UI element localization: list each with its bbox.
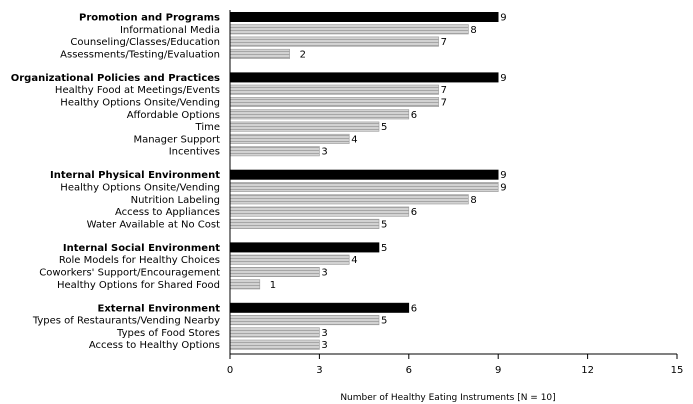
item-role-models-for-healthy-choices-value-label: 4 [351, 255, 357, 266]
group-header-organizational-policies-and-practices-value-label: 9 [500, 73, 506, 84]
group-header-internal-physical-environment-label: Internal Physical Environment [50, 170, 220, 181]
item-access-to-healthy-options-value-label: 3 [321, 340, 327, 351]
item-types-of-food-stores-bar [229, 327, 320, 338]
item-manager-support-value-label: 4 [351, 134, 357, 145]
x-tick-label-9: 9 [495, 365, 501, 376]
item-informational-media-value-label: 8 [470, 25, 476, 36]
item-water-available-at-no-cost-value-label: 5 [381, 219, 387, 230]
item-assessments-testing-evaluation-bar [229, 48, 290, 59]
item-healthy-options-onsite-vending-label: Healthy Options Onsite/Vending [60, 98, 220, 109]
item-time-value-label: 5 [381, 122, 387, 133]
item-informational-media-bar [229, 24, 469, 35]
item-healthy-food-at-meetings-events-value-label: 7 [441, 85, 447, 96]
item-types-of-restaurants-vending-nearby-label: Types of Restaurants/Vending Nearby [32, 316, 220, 327]
x-tick-label-3: 3 [316, 365, 322, 376]
group-header-external-environment-label: External Environment [98, 303, 221, 314]
item-types-of-food-stores-label: Types of Food Stores [116, 328, 220, 339]
item-healthy-options-onsite-vending-label: Healthy Options Onsite/Vending [60, 183, 220, 194]
item-manager-support-bar [229, 133, 350, 144]
group-header-organizational-policies-and-practices-bar [229, 72, 499, 83]
group-header-organizational-policies-and-practices-label: Organizational Policies and Practices [11, 73, 220, 84]
item-affordable-options-label: Affordable Options [127, 110, 220, 121]
item-incentives-value-label: 3 [321, 147, 327, 158]
item-healthy-food-at-meetings-events-bar [229, 84, 439, 95]
group-header-internal-physical-environment-bar [229, 169, 499, 180]
item-access-to-appliances-label: Access to Appliances [115, 207, 220, 218]
item-water-available-at-no-cost-label: Water Available at No Cost [87, 219, 220, 230]
item-healthy-food-at-meetings-events-label: Healthy Food at Meetings/Events [55, 85, 220, 96]
group-header-external-environment-value-label: 6 [411, 303, 417, 314]
item-types-of-food-stores-value-label: 3 [321, 328, 327, 339]
item-healthy-options-onsite-vending-value-label: 7 [441, 98, 447, 109]
group-header-internal-social-environment-label: Internal Social Environment [63, 243, 220, 254]
item-healthy-options-onsite-vending-bar [229, 97, 439, 108]
item-role-models-for-healthy-choices-label: Role Models for Healthy Choices [59, 255, 220, 266]
x-axis-title: Number of Healthy Eating Instruments [N … [340, 393, 555, 403]
item-coworkers-support-encouragement-value-label: 3 [321, 268, 327, 279]
item-water-available-at-no-cost-bar [229, 218, 380, 229]
item-healthy-options-for-shared-food-bar [229, 279, 261, 290]
item-access-to-appliances-bar [229, 206, 410, 217]
item-incentives-bar [229, 146, 320, 157]
item-counseling-classes-education-bar [229, 36, 439, 47]
item-types-of-restaurants-vending-nearby-value-label: 5 [381, 316, 387, 327]
group-header-external-environment-bar [229, 302, 410, 313]
item-assessments-testing-evaluation-label: Assessments/Testing/Evaluation [60, 49, 220, 60]
item-nutrition-labeling-bar [229, 194, 469, 205]
x-tick-label-15: 15 [671, 365, 684, 376]
item-counseling-classes-education-label: Counseling/Classes/Education [70, 37, 220, 48]
item-healthy-options-onsite-vending-bar [229, 182, 499, 193]
item-assessments-testing-evaluation-value-label: 2 [300, 49, 306, 60]
group-header-internal-social-environment-value-label: 5 [381, 243, 387, 254]
item-time-bar [229, 121, 380, 132]
item-types-of-restaurants-vending-nearby-bar [229, 315, 380, 326]
x-tick-label-6: 6 [406, 365, 412, 376]
x-axis: 0 3 6 9 12 15 [227, 10, 684, 376]
item-coworkers-support-encouragement-bar [229, 266, 320, 277]
item-access-to-appliances-value-label: 6 [411, 207, 417, 218]
item-affordable-options-bar [229, 109, 410, 120]
item-healthy-options-onsite-vending-value-label: 9 [500, 183, 506, 194]
item-healthy-options-for-shared-food-value-label: 1 [270, 280, 276, 291]
x-tick-label-0: 0 [227, 365, 233, 376]
item-nutrition-labeling-label: Nutrition Labeling [131, 195, 220, 206]
item-counseling-classes-education-value-label: 7 [441, 37, 447, 48]
group-header-promotion-and-programs-bar [229, 12, 499, 22]
item-time-label: Time [195, 122, 220, 133]
group-header-internal-physical-environment-value-label: 9 [500, 170, 506, 181]
item-access-to-healthy-options-bar [229, 339, 320, 350]
item-coworkers-support-encouragement-label: Coworkers' Support/Encouragement [39, 268, 220, 279]
item-role-models-for-healthy-choices-bar [229, 254, 350, 265]
item-incentives-label: Incentives [169, 147, 220, 158]
group-header-promotion-and-programs-value-label: 9 [500, 13, 506, 24]
item-healthy-options-for-shared-food-label: Healthy Options for Shared Food [57, 280, 220, 291]
item-nutrition-labeling-value-label: 8 [470, 195, 476, 206]
item-manager-support-label: Manager Support [133, 134, 220, 145]
bars-layer: Promotion and Programs 9 Informational Med… [11, 12, 507, 351]
item-access-to-healthy-options-label: Access to Healthy Options [89, 340, 220, 351]
item-affordable-options-value-label: 6 [411, 110, 417, 121]
group-header-promotion-and-programs-label: Promotion and Programs [79, 13, 220, 24]
x-tick-label-12: 12 [581, 365, 594, 376]
group-header-internal-social-environment-bar [229, 242, 380, 253]
item-informational-media-label: Informational Media [120, 25, 220, 36]
